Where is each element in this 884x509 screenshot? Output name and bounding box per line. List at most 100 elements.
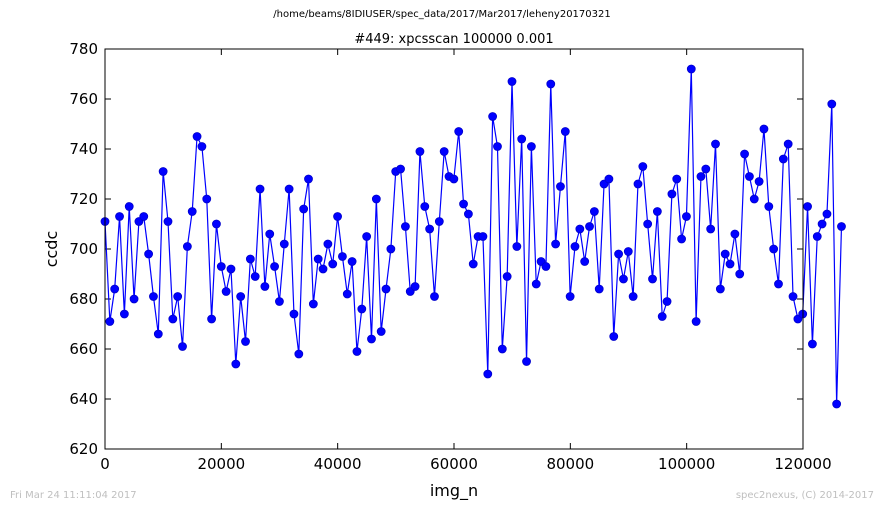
x-axis-label: img_n: [430, 481, 478, 501]
data-point: [459, 199, 468, 209]
data-point: [774, 279, 783, 289]
data-point: [216, 262, 226, 271]
x-tick-label: 120000: [774, 455, 831, 473]
data-point: [182, 242, 192, 251]
data-point: [696, 172, 706, 181]
data-point: [551, 239, 561, 249]
data-point: [449, 174, 459, 184]
data-point: [546, 79, 556, 89]
data-point: [556, 182, 565, 191]
data-point: [318, 264, 328, 274]
axis-ticks: 0 20000 40000 60000 80000 100000 120000 620 640 6…: [69, 40, 831, 473]
data-point: [594, 284, 604, 294]
data-point: [241, 337, 250, 346]
data-point: [197, 142, 207, 151]
data-point: [352, 347, 362, 356]
data-point: [294, 349, 304, 359]
data-point: [144, 249, 154, 259]
data-point: [468, 259, 478, 269]
x-tick-label: 40000: [314, 455, 362, 473]
data-point: [827, 99, 837, 109]
footer-credit: spec2nexus, (C) 2014-2017: [735, 490, 874, 501]
y-axis-label: ccdc: [42, 231, 61, 268]
data-point: [667, 189, 677, 199]
data-point: [638, 162, 648, 171]
data-point: [560, 127, 570, 136]
data-point: [478, 232, 488, 241]
data-point: [648, 274, 657, 284]
file-path-title: /home/beams/8IDIUSER/spec_data/2017/Mar2…: [273, 9, 611, 20]
data-point: [304, 174, 313, 184]
data-point: [822, 209, 832, 219]
data-point: [497, 344, 507, 354]
data-point: [701, 164, 711, 174]
data-point: [463, 209, 473, 219]
data-point: [730, 229, 740, 239]
x-tick-label: 60000: [430, 455, 478, 473]
y-tick-label: 620: [69, 440, 98, 458]
data-point: [749, 194, 759, 204]
data-point: [769, 244, 779, 254]
data-point: [371, 194, 381, 204]
plot-frame: [104, 48, 804, 450]
data-point: [236, 292, 246, 301]
data-point: [212, 219, 221, 229]
data-point: [381, 284, 391, 294]
data-point: [764, 202, 774, 211]
data-point: [609, 332, 619, 341]
data-point: [105, 317, 115, 326]
data-point: [711, 139, 720, 149]
data-point: [531, 279, 541, 289]
data-point: [633, 179, 643, 189]
data-point: [434, 217, 444, 226]
y-tick-label: 680: [69, 290, 98, 308]
series-line: [104, 68, 843, 405]
data-point: [386, 244, 396, 254]
data-point: [255, 184, 265, 194]
data-point: [202, 194, 212, 204]
data-point: [493, 142, 502, 151]
data-point: [415, 147, 425, 156]
data-point: [507, 77, 517, 86]
data-point: [430, 292, 439, 301]
data-point: [231, 359, 241, 369]
data-point: [221, 287, 231, 296]
data-point: [342, 289, 352, 299]
y-tick-label: 640: [69, 390, 98, 408]
data-point: [735, 269, 745, 279]
data-point: [575, 224, 585, 234]
data-point: [139, 212, 149, 221]
data-point: [124, 202, 134, 211]
data-point: [541, 262, 551, 271]
data-point: [725, 259, 735, 269]
data-point: [837, 222, 846, 231]
data-point: [119, 309, 129, 319]
y-tick-label: 720: [69, 190, 98, 208]
data-point: [265, 229, 275, 239]
data-point: [817, 219, 827, 229]
data-point: [250, 272, 260, 281]
data-point: [570, 242, 580, 251]
data-point: [483, 369, 493, 379]
data-point: [812, 232, 822, 241]
data-point: [129, 294, 139, 304]
data-point: [512, 242, 522, 251]
data-point: [502, 272, 512, 281]
data-point: [173, 292, 183, 301]
data-point: [275, 297, 284, 306]
data-point: [163, 217, 173, 226]
data-point: [367, 334, 376, 344]
data-point: [580, 257, 590, 266]
data-point: [522, 357, 531, 366]
data-point: [488, 112, 498, 121]
data-point: [323, 239, 333, 249]
data-point: [604, 174, 614, 184]
y-tick-label: 660: [69, 340, 98, 358]
footer-timestamp: Fri Mar 24 11:11:04 2017: [10, 490, 137, 501]
data-point: [178, 342, 187, 351]
data-point: [410, 282, 420, 291]
data-point: [526, 142, 536, 151]
data-point: [284, 184, 294, 194]
y-tick-label: 780: [69, 40, 98, 58]
